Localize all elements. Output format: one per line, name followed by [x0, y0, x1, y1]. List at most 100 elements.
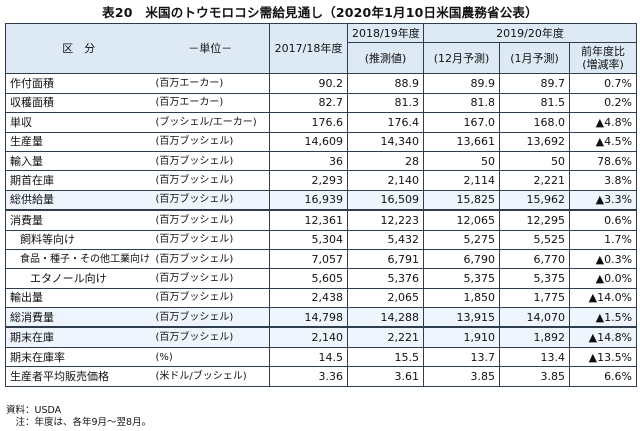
value-dec: 3.85	[423, 366, 500, 387]
value-2017: 16,939	[269, 189, 348, 211]
value-dec: 167.0	[423, 112, 500, 133]
table-row: 作付面積 (百万エーカー) 90.2 88.9 89.9 89.7 0.7%	[5, 73, 638, 94]
value-2017: 12,361	[269, 209, 348, 231]
value-change: 3.8%	[568, 170, 638, 191]
value-2017: 14,798	[269, 307, 348, 328]
value-2018: 16,509	[347, 189, 424, 211]
value-2018: 6,791	[347, 248, 424, 270]
header-2019: 2019/20年度	[422, 22, 638, 44]
value-change: ▲0.0%	[568, 268, 638, 289]
value-2018: 2,140	[347, 170, 424, 191]
value-2018: 14,288	[347, 307, 424, 328]
row-label: 食品・種子・その他工業向け	[5, 248, 152, 270]
value-2018: 2,065	[347, 287, 424, 309]
value-dec: 12,065	[423, 209, 500, 231]
row-label: 生産者平均販売価格	[5, 366, 152, 387]
value-jan: 2,221	[499, 170, 570, 191]
value-change: ▲0.3%	[568, 248, 638, 270]
row-unit: (%)	[151, 346, 270, 368]
value-dec: 13.7	[423, 346, 500, 368]
row-unit: (百万エーカー)	[151, 92, 270, 114]
row-label: 輸入量	[5, 150, 152, 172]
row-unit: (百万ブッシェル)	[151, 189, 270, 211]
table-row: 輸入量 (百万ブッシェル) 36 28 50 50 78.6%	[5, 150, 638, 172]
value-dec: 5,375	[423, 268, 500, 289]
value-2017: 2,293	[269, 170, 348, 191]
table-row: 生産量 (百万ブッシェル) 14,609 14,340 13,661 13,69…	[5, 131, 638, 152]
value-change: 0.2%	[568, 92, 638, 114]
header-row-2: (推測値) (12月予測) (1月予測) 前年度比 (増減率)	[6, 42, 638, 75]
value-change: 1.7%	[568, 229, 638, 250]
row-unit: (百万ブッシェル)	[151, 268, 270, 289]
header-2018: 2018/19年度	[347, 22, 424, 44]
row-label: 飼料等向け	[5, 229, 152, 250]
value-change: 0.7%	[568, 73, 638, 94]
row-unit: (米ドル/ブッシェル)	[151, 366, 270, 387]
value-2017: 14.5	[269, 346, 348, 368]
value-jan: 14,070	[499, 307, 570, 328]
value-dec: 6,790	[423, 248, 500, 270]
value-2018: 81.3	[347, 92, 424, 114]
header-unit: －単位－	[151, 22, 270, 75]
row-unit: (百万ブッシェル)	[151, 326, 270, 348]
header-category: 区 分	[5, 22, 152, 75]
row-label: 期末在庫率	[5, 346, 152, 368]
header-2019-january: (1月予測)	[499, 42, 570, 75]
value-2017: 3.36	[269, 366, 348, 387]
value-dec: 5,275	[423, 229, 500, 250]
row-unit: (百万ブッシェル)	[151, 248, 270, 270]
value-jan: 15,962	[499, 189, 570, 211]
value-2018: 176.4	[347, 112, 424, 133]
value-jan: 168.0	[499, 112, 570, 133]
value-jan: 12,295	[499, 209, 570, 231]
value-change: ▲1.5%	[568, 307, 638, 328]
row-unit: (百万ブッシェル)	[151, 131, 270, 152]
header-change-label: 前年度比	[581, 45, 625, 59]
row-unit: (百万ブッシェル)	[151, 287, 270, 309]
table-row: 輸出量 (百万ブッシェル) 2,438 2,065 1,850 1,775 ▲1…	[5, 287, 638, 309]
value-2017: 14,609	[269, 131, 348, 152]
table-row: 期末在庫率 (%) 14.5 15.5 13.7 13.4 ▲13.5%	[5, 346, 638, 368]
value-dec: 13,661	[423, 131, 500, 152]
row-unit: (百万エーカー)	[151, 73, 270, 94]
table-row: 飼料等向け (百万ブッシェル) 5,304 5,432 5,275 5,525 …	[5, 229, 638, 250]
value-dec: 13,915	[423, 307, 500, 328]
value-jan: 50	[499, 150, 570, 172]
row-label: 収穫面積	[5, 92, 152, 114]
value-jan: 89.7	[499, 73, 570, 94]
value-2017: 176.6	[269, 112, 348, 133]
value-change: 78.6%	[568, 150, 638, 172]
value-2018: 5,376	[347, 268, 424, 289]
table-row: エタノール向け (百万ブッシェル) 5,605 5,376 5,375 5,37…	[5, 268, 638, 289]
header-change: 前年度比 (増減率)	[568, 42, 638, 75]
value-dec: 1,910	[423, 326, 500, 348]
value-dec: 15,825	[423, 189, 500, 211]
header-2019-december: (12月予測)	[423, 42, 500, 75]
row-unit: (百万ブッシェル)	[151, 150, 270, 172]
value-jan: 3.85	[499, 366, 570, 387]
value-2017: 7,057	[269, 248, 348, 270]
table-row: 消費量 (百万ブッシェル) 12,361 12,223 12,065 12,29…	[5, 209, 638, 231]
value-2018: 3.61	[347, 366, 424, 387]
row-label: 総供給量	[5, 189, 152, 211]
value-change: ▲14.0%	[568, 287, 638, 309]
header-2018-estimate: (推測値)	[347, 42, 424, 75]
value-jan: 13,692	[499, 131, 570, 152]
table-row: 総供給量 (百万ブッシェル) 16,939 16,509 15,825 15,9…	[5, 189, 638, 211]
value-dec: 1,850	[423, 287, 500, 309]
value-2018: 14,340	[347, 131, 424, 152]
table-title: 表20 米国のトウモロコシ需給見通し（2020年1月10日米国農務省公表）	[102, 5, 538, 20]
row-unit: (百万ブッシェル)	[151, 209, 270, 231]
value-change: ▲4.8%	[568, 112, 638, 133]
value-jan: 81.5	[499, 92, 570, 114]
value-change: ▲14.8%	[568, 326, 638, 348]
value-jan: 5,525	[499, 229, 570, 250]
table-row: 収穫面積 (百万エーカー) 82.7 81.3 81.8 81.5 0.2%	[5, 92, 638, 114]
table-row: 食品・種子・その他工業向け (百万ブッシェル) 7,057 6,791 6,79…	[5, 248, 638, 270]
value-jan: 1,892	[499, 326, 570, 348]
value-jan: 5,375	[499, 268, 570, 289]
row-label: エタノール向け	[5, 268, 152, 289]
value-jan: 6,770	[499, 248, 570, 270]
footnotes: 資料：USDA 注：年度は、各年9月～翌8月。	[6, 405, 151, 429]
value-dec: 89.9	[423, 73, 500, 94]
